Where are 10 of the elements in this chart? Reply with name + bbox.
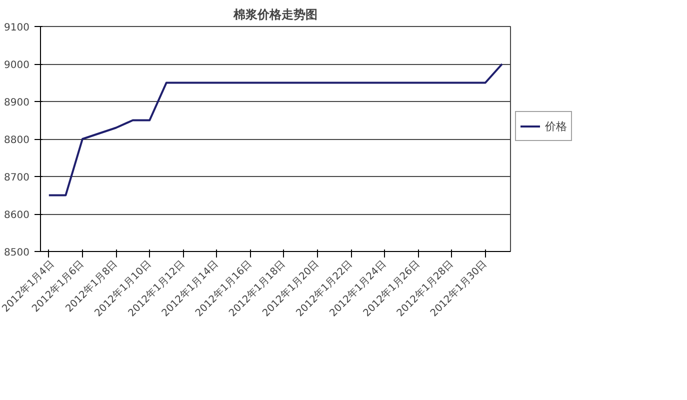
y-tick-label: 8700 xyxy=(4,172,30,184)
y-tick-label: 9000 xyxy=(4,60,30,71)
line-series xyxy=(48,63,504,196)
y-tick-label: 9100 xyxy=(4,22,30,34)
legend-label: 价格 xyxy=(545,118,567,134)
y-tick-label: 8500 xyxy=(4,248,30,258)
y-tick-label: 8800 xyxy=(4,135,30,146)
y-tick-label: 8600 xyxy=(4,210,30,221)
chart-title: 棉浆价格走势图 xyxy=(232,8,318,22)
y-tick-label: 8900 xyxy=(4,98,30,108)
